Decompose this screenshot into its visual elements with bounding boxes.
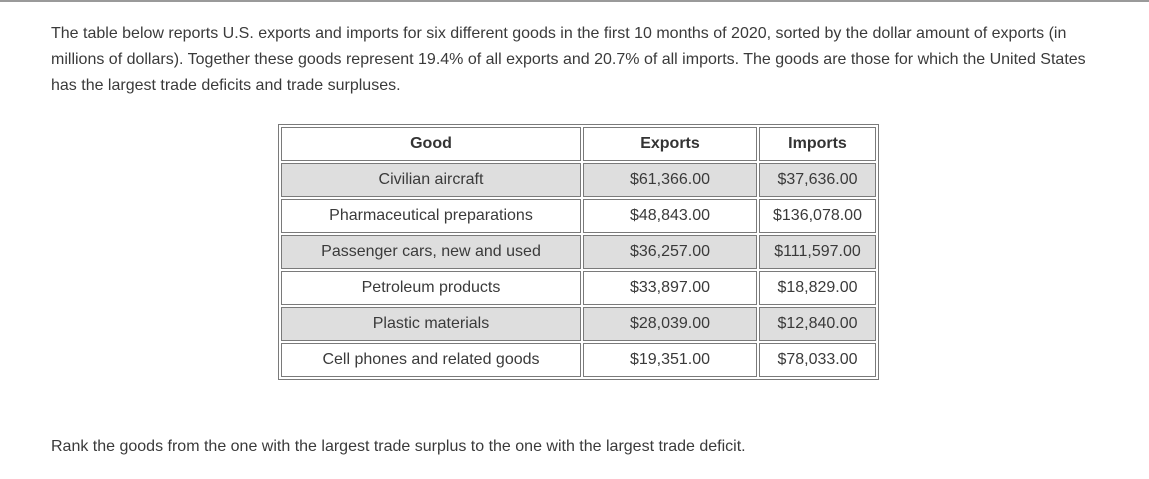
- table-row: Cell phones and related goods $19,351.00…: [281, 343, 876, 377]
- cell-good: Petroleum products: [281, 271, 581, 305]
- cell-good: Plastic materials: [281, 307, 581, 341]
- table-row: Pharmaceutical preparations $48,843.00 $…: [281, 199, 876, 233]
- cell-imports: $136,078.00: [759, 199, 876, 233]
- cell-exports: $61,366.00: [583, 163, 757, 197]
- cell-exports: $19,351.00: [583, 343, 757, 377]
- intro-paragraph: The table below reports U.S. exports and…: [51, 25, 1086, 94]
- cell-good: Cell phones and related goods: [281, 343, 581, 377]
- cell-good: Passenger cars, new and used: [281, 235, 581, 269]
- cell-exports: $48,843.00: [583, 199, 757, 233]
- table-row: Plastic materials $28,039.00 $12,840.00: [281, 307, 876, 341]
- cell-imports: $78,033.00: [759, 343, 876, 377]
- trade-table: Good Exports Imports Civilian aircraft $…: [278, 124, 879, 380]
- header-good: Good: [281, 127, 581, 161]
- cell-imports: $12,840.00: [759, 307, 876, 341]
- header-imports: Imports: [759, 127, 876, 161]
- cell-exports: $33,897.00: [583, 271, 757, 305]
- cell-imports: $111,597.00: [759, 235, 876, 269]
- question-prompt: Rank the goods from the one with the lar…: [51, 438, 746, 455]
- table-row: Petroleum products $33,897.00 $18,829.00: [281, 271, 876, 305]
- top-divider: [0, 0, 1149, 2]
- table-header-row: Good Exports Imports: [281, 127, 876, 161]
- cell-imports: $37,636.00: [759, 163, 876, 197]
- cell-exports: $28,039.00: [583, 307, 757, 341]
- cell-imports: $18,829.00: [759, 271, 876, 305]
- cell-exports: $36,257.00: [583, 235, 757, 269]
- cell-good: Pharmaceutical preparations: [281, 199, 581, 233]
- header-exports: Exports: [583, 127, 757, 161]
- table-row: Passenger cars, new and used $36,257.00 …: [281, 235, 876, 269]
- table-row: Civilian aircraft $61,366.00 $37,636.00: [281, 163, 876, 197]
- cell-good: Civilian aircraft: [281, 163, 581, 197]
